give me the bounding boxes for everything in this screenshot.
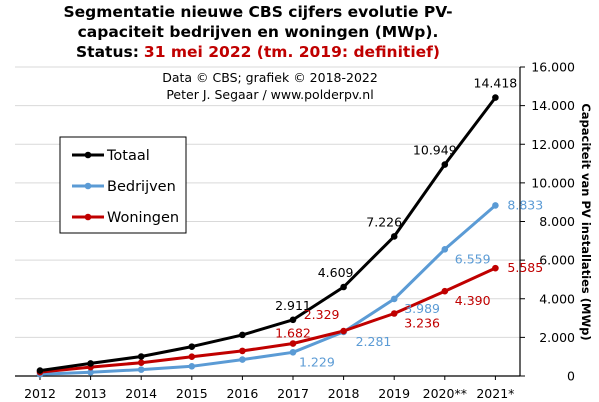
data-point — [137, 366, 145, 373]
data-point — [340, 327, 347, 335]
data-label: 4.609 — [318, 265, 354, 280]
y-tick-label: 16.000 — [531, 60, 575, 75]
data-point — [441, 287, 449, 295]
data-point — [137, 359, 145, 366]
data-point — [390, 295, 398, 303]
x-tick-label: 2012 — [24, 386, 56, 401]
legend-marker — [84, 151, 92, 159]
data-point — [239, 347, 246, 355]
legend-label: Bedrijven — [107, 179, 176, 195]
credits-line-1: Data © CBS; grafiek © 2018-2022 — [162, 70, 378, 85]
data-point — [87, 369, 94, 376]
data-point — [239, 356, 246, 363]
data-point — [340, 283, 347, 291]
legend-label: Woningen — [107, 210, 179, 226]
data-labels: 2.911 4.609 7.226 10.949 14.418 1.229 2.281 3.9… — [275, 76, 543, 370]
y-tick-label: 6.000 — [539, 253, 575, 268]
data-point — [87, 360, 94, 367]
x-tick-labels: 2012 2013 2014 2015 2016 2017 2018 2019 2020** 20… — [24, 376, 514, 401]
data-label: 3.989 — [404, 301, 440, 316]
y-tick-label: 8.000 — [539, 214, 575, 229]
legend: Totaal Bedrijven Woningen — [59, 136, 187, 234]
chart-title-line-1: Segmentatie nieuwe CBS cijfers evolutie … — [63, 3, 452, 21]
legend-marker — [84, 213, 92, 221]
series-line-woningen — [39, 266, 497, 374]
series-lines — [39, 96, 497, 376]
status-prefix: Status: — [76, 43, 139, 61]
chart-title-line-2: capaciteit bedrijven en woningen (MWp). — [78, 23, 439, 41]
data-point — [289, 348, 297, 356]
data-point — [239, 331, 246, 339]
x-tick-label: 2015 — [176, 386, 208, 401]
credits-line-2: Peter J. Segaar / www.polderpv.nl — [166, 87, 373, 102]
data-point — [492, 264, 499, 272]
y-axis-label: Capaciteit van PV installaties (MWp) — [579, 103, 593, 340]
legend-marker — [84, 182, 92, 190]
x-tick-label: 2018 — [328, 386, 360, 401]
data-point — [441, 161, 449, 168]
y-tick-labels: 0 2.000 4.000 6.000 8.000 10.000 12.000 14.000 1… — [520, 60, 575, 384]
chart-title-status: Status: 31 mei 2022 (tm. 2019: definitief… — [76, 43, 440, 61]
y-tick-label: 4.000 — [539, 291, 575, 306]
y-tick-label: 10.000 — [531, 175, 575, 190]
legend-label: Totaal — [106, 148, 150, 164]
data-label: 6.559 — [455, 251, 491, 266]
series-points — [36, 94, 499, 378]
data-point — [188, 353, 196, 360]
y-tick-label: 0 — [567, 369, 575, 384]
data-point — [188, 343, 196, 350]
x-tick-label: 2020** — [423, 386, 467, 401]
data-label: 14.418 — [474, 76, 518, 91]
x-tick-label: 2019 — [378, 386, 410, 401]
data-label: 1.682 — [275, 326, 311, 341]
data-label: 8.833 — [507, 197, 543, 212]
x-tick-label: 2016 — [226, 386, 258, 401]
x-tick-label: 2017 — [277, 386, 309, 401]
x-tick-label: 2021* — [476, 386, 514, 401]
x-tick-label: 2013 — [75, 386, 107, 401]
data-point — [289, 340, 297, 347]
data-point — [390, 233, 398, 240]
data-label: 2.911 — [275, 298, 311, 313]
data-label: 2.281 — [356, 334, 392, 349]
data-point — [36, 367, 44, 374]
y-tick-label: 2.000 — [539, 330, 575, 345]
data-point — [289, 316, 297, 324]
data-label: 1.229 — [299, 354, 335, 369]
data-point — [137, 353, 145, 360]
data-label: 2.329 — [304, 307, 340, 322]
data-point — [188, 363, 196, 370]
y-tick-label: 12.000 — [531, 137, 575, 152]
data-point — [492, 94, 499, 101]
status-date: 31 mei 2022 (tm. 2019: definitief) — [144, 43, 440, 61]
data-point — [441, 246, 449, 253]
data-label: 7.226 — [366, 214, 402, 229]
data-label: 10.949 — [413, 143, 457, 158]
y-tick-label: 14.000 — [531, 98, 575, 113]
series-line-totaal — [39, 96, 497, 373]
series-line-bedrijven — [39, 204, 497, 376]
data-point — [492, 202, 499, 209]
data-label: 5.585 — [507, 260, 543, 275]
x-tick-label: 2014 — [125, 386, 157, 401]
data-label: 3.236 — [404, 316, 440, 331]
data-label: 4.390 — [455, 293, 491, 308]
data-point — [390, 310, 398, 317]
